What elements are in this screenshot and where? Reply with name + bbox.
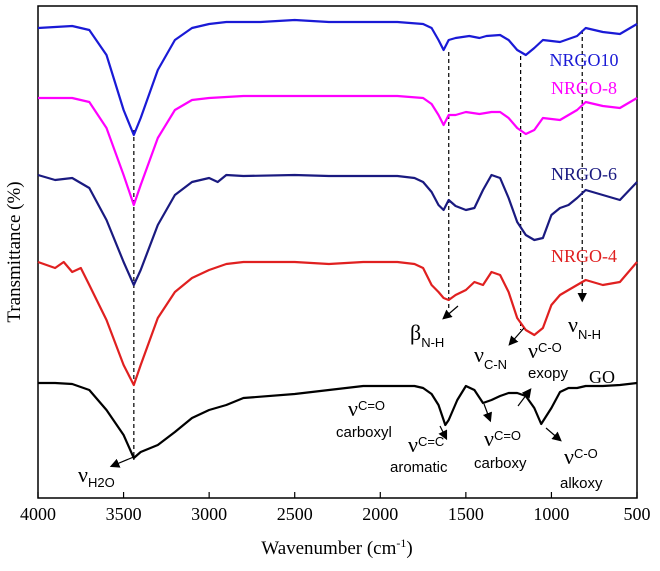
ann-v-co-carboxyl: νC=O bbox=[348, 396, 385, 421]
ann-desc-carboxyl: carboxyl bbox=[336, 424, 392, 441]
arrow-v-co-alkoxy bbox=[545, 427, 562, 442]
arrow-beta-nh bbox=[442, 305, 459, 320]
ann-v-c-c-aromatic: νC=C bbox=[408, 432, 444, 457]
arrow-v-co-carboxy bbox=[482, 403, 492, 423]
arrow-v-cn bbox=[508, 327, 525, 346]
arrow-v-c-c-aromatic bbox=[438, 425, 448, 441]
x-axis-title: Wavenumber (cm-1) bbox=[261, 536, 412, 559]
ann-v-h2o: νH2O bbox=[78, 462, 115, 490]
series-line-nrgo10 bbox=[37, 18, 638, 137]
ann-v-co-alkoxy: νC-O bbox=[564, 444, 598, 469]
annotation-arrows bbox=[109, 305, 562, 468]
x-tick-label: 3500 bbox=[106, 504, 142, 524]
series-line-nrgo-8 bbox=[38, 94, 638, 207]
spectra-curves bbox=[37, 18, 638, 460]
x-tick-label: 1500 bbox=[448, 504, 484, 524]
reference-lines bbox=[133, 30, 588, 460]
x-tick-label: 2500 bbox=[277, 504, 313, 524]
ann-v-nh: νN-H bbox=[568, 312, 601, 342]
ann-v-co-carboxy: νC=O bbox=[484, 426, 521, 451]
arrow-v-h2o bbox=[109, 455, 137, 468]
series-line-go bbox=[38, 381, 638, 460]
x-tick-label: 2000 bbox=[362, 504, 398, 524]
series-line-nrgo-4 bbox=[37, 260, 638, 387]
series-labels: NRGO10 NRGO-8 NRGO-6 NRGO-4 GO bbox=[549, 50, 618, 387]
x-axis-ticks: 4000 3500 3000 2500 2000 1500 1000 500 bbox=[20, 492, 651, 524]
ann-beta-nh: βN-H bbox=[410, 320, 444, 350]
series-label-nrgo-4: NRGO-4 bbox=[551, 246, 617, 266]
x-tick-label: 4000 bbox=[20, 504, 56, 524]
plot-frame bbox=[37, 5, 638, 499]
ann-v-co-exopy: νC-O bbox=[528, 338, 562, 363]
y-axis-title: Transmittance (%) bbox=[4, 181, 25, 322]
ann-desc-alkoxy: alkoxy bbox=[560, 475, 603, 492]
ann-desc-carboxy: carboxy bbox=[474, 455, 527, 472]
ann-v-cn: νC-N bbox=[474, 342, 507, 372]
series-label-nrgo10: NRGO10 bbox=[549, 50, 618, 70]
series-line-nrgo-6 bbox=[37, 173, 638, 287]
series-label-nrgo-8: NRGO-8 bbox=[551, 78, 617, 98]
ann-desc-aromatic: aromatic bbox=[390, 459, 448, 476]
arrow-v-co-exopy bbox=[517, 388, 532, 407]
series-label-go: GO bbox=[589, 367, 615, 387]
series-label-nrgo-6: NRGO-6 bbox=[551, 164, 617, 184]
x-tick-label: 1000 bbox=[533, 504, 569, 524]
ann-desc-exopy: exopy bbox=[528, 365, 569, 382]
x-tick-label: 3000 bbox=[191, 504, 227, 524]
x-tick-label: 500 bbox=[624, 504, 651, 524]
annotation-labels: νH2O βN-H νC-N νN-H νC-O exopy νC=O carb… bbox=[78, 312, 603, 492]
